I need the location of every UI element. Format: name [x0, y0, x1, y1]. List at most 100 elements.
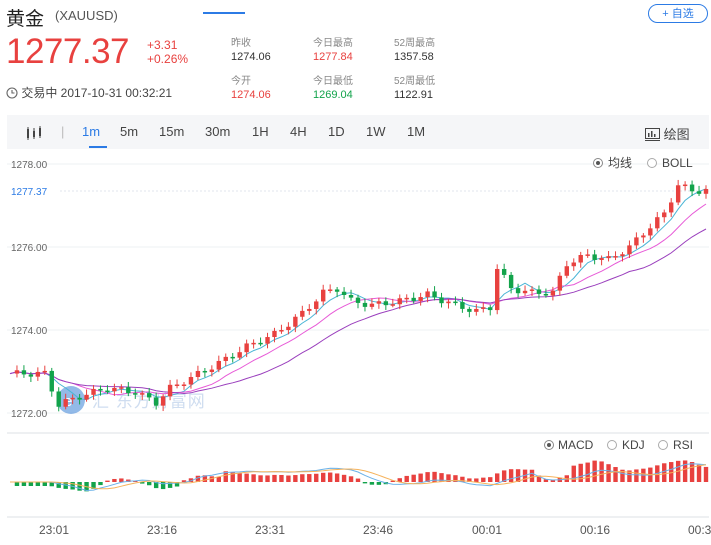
- candle-body: [230, 356, 235, 359]
- candle-body: [620, 254, 625, 257]
- period-30m[interactable]: 30m: [205, 124, 231, 139]
- period-1w[interactable]: 1W: [366, 124, 386, 139]
- clock-icon: [6, 87, 18, 99]
- stat-label: 今日最低: [313, 76, 353, 87]
- candle-body: [599, 258, 604, 260]
- macd-bar: [314, 473, 319, 482]
- candle-body: [133, 393, 138, 395]
- macd-bar: [327, 472, 333, 482]
- macd-bar: [56, 482, 61, 488]
- kdj-label: KDJ: [622, 438, 645, 452]
- candle-body: [195, 370, 201, 378]
- macd-bar: [432, 471, 437, 482]
- candle-body: [223, 356, 228, 361]
- macd-bar: [70, 482, 75, 490]
- macd-bar: [293, 475, 298, 482]
- macd-bar: [181, 480, 187, 482]
- candle-body: [355, 297, 361, 303]
- candle-body: [251, 342, 256, 345]
- macd-bar: [515, 469, 521, 482]
- macd-toggle[interactable]: MACD: [544, 438, 594, 452]
- y-tick-1278: 1278.00: [11, 160, 48, 171]
- candle-body: [49, 370, 54, 392]
- draw-label: 绘图: [663, 127, 690, 142]
- candle-body: [606, 256, 611, 259]
- macd-bar: [460, 476, 465, 482]
- candle-body: [543, 293, 549, 296]
- candle-body: [112, 387, 117, 392]
- candle-body: [571, 262, 576, 267]
- period-1m[interactable]: 1m: [82, 124, 101, 139]
- candle-body: [446, 301, 451, 304]
- candle-body: [467, 308, 472, 312]
- candle-body: [244, 343, 249, 353]
- macd-bar: [376, 482, 382, 485]
- candle-body: [84, 394, 89, 400]
- radio-dot: [547, 443, 551, 447]
- ma-toggle[interactable]: 均线: [593, 156, 633, 170]
- period-15m[interactable]: 15m: [159, 124, 185, 139]
- macd-bar: [188, 478, 194, 482]
- candle-body: [21, 370, 27, 375]
- macd-bar: [126, 479, 131, 482]
- macd-bar: [613, 467, 618, 482]
- macd-bar: [14, 482, 20, 486]
- kdj-toggle[interactable]: KDJ: [607, 438, 645, 452]
- candle-body: [536, 289, 542, 294]
- candle-body: [397, 298, 402, 305]
- x-tick: 23:46: [363, 523, 393, 537]
- candle-body: [327, 289, 333, 291]
- period-4h[interactable]: 4H: [290, 124, 307, 139]
- y-tick-1274: 1274.00: [11, 326, 48, 337]
- macd-bar: [474, 478, 479, 482]
- macd-bar: [300, 474, 305, 482]
- moving-average-lines: [9, 188, 707, 401]
- add-watchlist-button[interactable]: + 自选: [648, 4, 708, 23]
- macd-bar: [258, 475, 263, 482]
- macd-bar: [390, 480, 395, 482]
- candle-body: [286, 326, 291, 331]
- candle-body: [70, 397, 75, 400]
- candle-body: [501, 268, 507, 275]
- candle-body: [432, 291, 437, 298]
- macd-bar: [98, 482, 103, 486]
- macd-bar: [703, 466, 709, 482]
- rsi-toggle[interactable]: RSI: [658, 438, 694, 452]
- stat-label: 昨收: [231, 38, 251, 49]
- candle-body: [404, 297, 409, 300]
- period-1d[interactable]: 1D: [328, 124, 345, 139]
- macd-bar: [404, 475, 409, 482]
- price-chart[interactable]: 1278.00 1276.00 1274.00 1272.00 1277.37 …: [0, 150, 711, 545]
- candle-body: [550, 290, 556, 296]
- macd-bar: [529, 469, 535, 482]
- candle-body: [460, 302, 465, 309]
- macd-bar: [571, 465, 576, 482]
- x-tick: 23:31: [255, 523, 285, 537]
- macd-bar: [508, 469, 514, 482]
- candle-body: [508, 274, 514, 289]
- candle-body: [42, 370, 47, 373]
- period-1h[interactable]: 1H: [252, 124, 269, 139]
- radio-dot: [596, 161, 600, 165]
- period-5m[interactable]: 5m: [120, 124, 139, 139]
- period-1mo[interactable]: 1M: [407, 124, 426, 139]
- candle-body: [77, 397, 82, 400]
- draw-tool-button[interactable]: 绘图: [645, 124, 690, 143]
- candle-body: [376, 301, 382, 304]
- macd-bar: [662, 463, 667, 482]
- macd-bar: [195, 475, 201, 482]
- macd-bar: [286, 475, 291, 482]
- instrument-code: (XAUUSD): [55, 8, 118, 23]
- candlestick-icon[interactable]: [25, 126, 43, 143]
- boll-toggle[interactable]: BOLL: [647, 156, 694, 170]
- candle-body: [202, 370, 208, 373]
- macd-bar: [362, 482, 368, 484]
- macd-bar: [105, 480, 110, 482]
- ma-label: 均线: [608, 156, 632, 170]
- macd-line: [10, 464, 707, 490]
- candle-body: [592, 254, 597, 260]
- macd-bar: [223, 471, 228, 482]
- svg-text:e: e: [64, 393, 72, 410]
- macd-bar: [369, 482, 375, 485]
- draw-icon: [645, 128, 660, 141]
